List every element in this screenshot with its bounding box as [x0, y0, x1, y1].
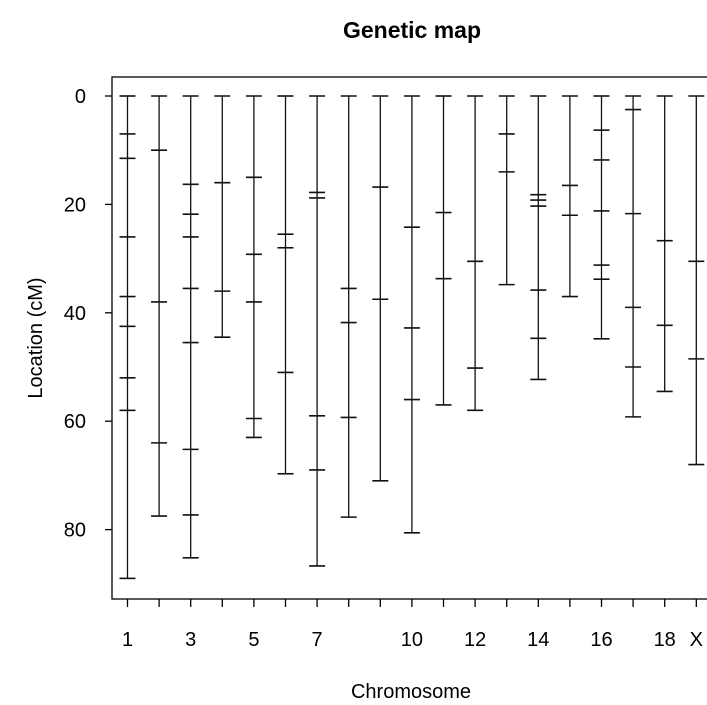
- chromosome-10: [403, 95, 420, 534]
- y-tick-label: 60: [64, 411, 86, 433]
- chromosome-17: [625, 95, 642, 418]
- chart-title: Genetic map: [343, 17, 481, 43]
- chromosome-7: [309, 95, 326, 567]
- x-tick-label: 3: [185, 629, 196, 651]
- chromosome-lines: [119, 95, 705, 580]
- chromosome-5: [245, 95, 262, 439]
- y-tick-label: 80: [64, 520, 86, 542]
- x-tick-label: 7: [312, 629, 323, 651]
- x-tick-label: 5: [248, 629, 259, 651]
- chromosome-3: [182, 95, 199, 559]
- x-tick-label: 14: [527, 629, 549, 651]
- x-tick-label: 12: [464, 629, 486, 651]
- chromosome-1: [119, 95, 136, 580]
- chromosome-12: [467, 95, 484, 412]
- x-axis: 1 3 5 7 10 12 14 16 18 X: [122, 599, 703, 651]
- chromosome-18: [656, 95, 673, 393]
- chromosome-15: [561, 95, 578, 298]
- chromosome-6: [277, 95, 294, 475]
- chromosome-2: [151, 95, 168, 517]
- chromosome-14: [530, 95, 547, 381]
- x-tick-label: 1: [122, 629, 133, 651]
- chromosome-9: [372, 95, 389, 482]
- plot-frame: [111, 76, 707, 600]
- x-tick-label: 18: [654, 629, 676, 651]
- x-tick-label: 10: [401, 629, 423, 651]
- x-axis-label: Chromosome: [351, 681, 471, 703]
- y-tick-label: 40: [64, 303, 86, 325]
- y-axis: 0 20 40 60 80: [64, 86, 112, 542]
- chromosome-X: [688, 95, 705, 466]
- y-tick-label: 0: [75, 86, 86, 108]
- chromosome-16: [593, 95, 610, 340]
- chromosome-4: [214, 95, 231, 338]
- chromosome-13: [498, 95, 515, 286]
- y-axis-label: Location (cM): [25, 277, 47, 398]
- x-tick-label: X: [690, 629, 703, 651]
- y-tick-label: 20: [64, 194, 86, 216]
- chromosome-8: [340, 95, 357, 518]
- x-tick-label: 16: [590, 629, 612, 651]
- chromosome-11: [435, 95, 452, 406]
